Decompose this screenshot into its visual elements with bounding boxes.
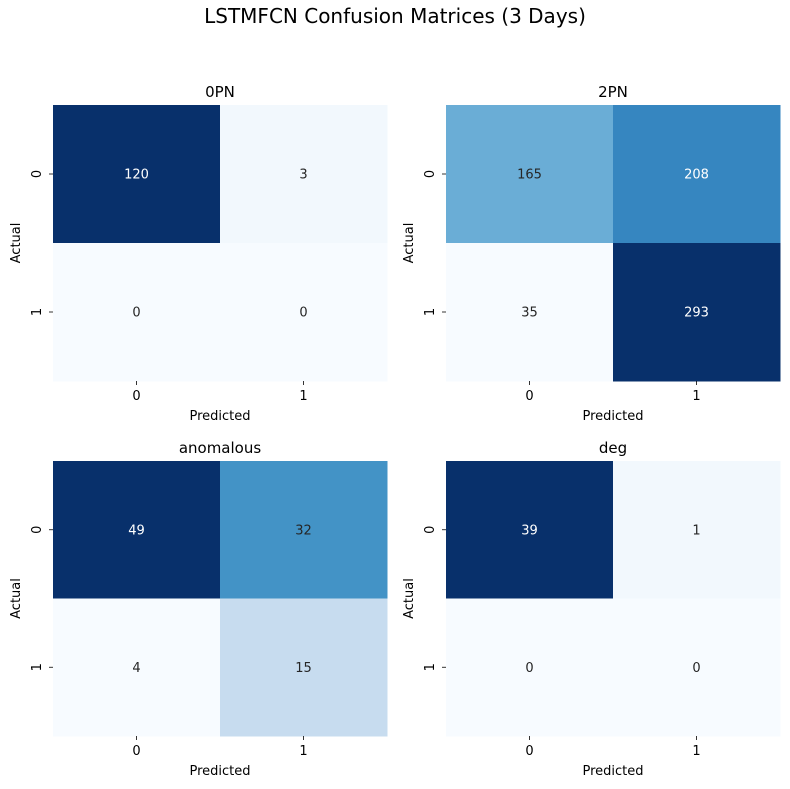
heatmap-cell bbox=[613, 243, 781, 382]
cell-value-label: 32 bbox=[295, 523, 312, 538]
cell-value-label: 15 bbox=[295, 661, 312, 676]
heatmap-cell bbox=[446, 105, 614, 244]
panel-title: 2PN bbox=[598, 83, 628, 101]
x-axis-label: Predicted bbox=[189, 764, 250, 779]
figure-title: LSTMFCN Confusion Matrices (3 Days) bbox=[204, 4, 586, 28]
y-tick-label: 1 bbox=[423, 663, 438, 671]
heatmap-cell bbox=[446, 243, 614, 382]
y-tick-label: 1 bbox=[423, 308, 438, 316]
y-tick-label: 0 bbox=[423, 526, 438, 534]
x-tick-label: 1 bbox=[299, 389, 307, 404]
cell-value-label: 0 bbox=[692, 661, 700, 676]
heatmap-cell bbox=[446, 598, 614, 737]
y-tick-label: 0 bbox=[30, 526, 45, 534]
y-tick-label: 1 bbox=[30, 308, 45, 316]
cell-value-label: 208 bbox=[684, 168, 709, 183]
x-tick-label: 0 bbox=[525, 389, 533, 404]
y-tick-label: 0 bbox=[423, 170, 438, 178]
x-tick-label: 0 bbox=[525, 744, 533, 759]
y-tick-label: 1 bbox=[30, 663, 45, 671]
heatmap-cell bbox=[53, 598, 221, 737]
cell-value-label: 0 bbox=[299, 306, 307, 321]
cell-value-label: 293 bbox=[684, 306, 709, 321]
heatmap-cell bbox=[53, 461, 221, 599]
heatmap-cell bbox=[53, 105, 221, 244]
heatmap-cell bbox=[613, 105, 781, 244]
x-tick-label: 1 bbox=[299, 744, 307, 759]
cell-value-label: 1 bbox=[692, 523, 700, 538]
x-tick-label: 1 bbox=[692, 744, 700, 759]
x-tick-label: 0 bbox=[132, 389, 140, 404]
heatmap-cell bbox=[220, 598, 388, 737]
heatmap-cell bbox=[446, 461, 614, 599]
heatmap-panel: 39 1 0 0 deg 0 1 0 1 Predicted Actual bbox=[402, 439, 781, 779]
cell-value-label: 0 bbox=[525, 661, 533, 676]
heatmap-cell bbox=[220, 243, 388, 382]
x-axis-label: Predicted bbox=[582, 764, 643, 779]
y-axis-label: Actual bbox=[9, 223, 24, 264]
heatmap-cell bbox=[613, 461, 781, 599]
cell-value-label: 35 bbox=[521, 306, 538, 321]
cell-value-label: 49 bbox=[128, 523, 145, 538]
heatmap-cell bbox=[220, 105, 388, 244]
heatmap-panel: 165 208 35 293 2PN 0 1 0 1 Predicted Actual bbox=[402, 83, 781, 424]
x-axis-label: Predicted bbox=[189, 409, 250, 424]
heatmap-cell bbox=[613, 598, 781, 737]
cell-value-label: 165 bbox=[517, 168, 542, 183]
y-axis-label: Actual bbox=[402, 578, 417, 619]
cell-value-label: 4 bbox=[132, 661, 140, 676]
cell-value-label: 120 bbox=[124, 168, 149, 183]
y-axis-label: Actual bbox=[9, 578, 24, 619]
panel-title: anomalous bbox=[179, 439, 262, 457]
x-tick-label: 0 bbox=[132, 744, 140, 759]
heatmap-cell bbox=[53, 243, 221, 382]
cell-value-label: 0 bbox=[132, 306, 140, 321]
heatmap-panel: 120 3 0 0 0PN 0 1 0 1 Predicted Actual bbox=[9, 83, 388, 424]
x-tick-label: 1 bbox=[692, 389, 700, 404]
y-tick-label: 0 bbox=[30, 170, 45, 178]
panel-title: 0PN bbox=[205, 83, 235, 101]
x-axis-label: Predicted bbox=[582, 409, 643, 424]
cell-value-label: 3 bbox=[299, 168, 307, 183]
cell-value-label: 39 bbox=[521, 523, 538, 538]
heatmap-cell bbox=[220, 461, 388, 599]
panel-title: deg bbox=[599, 439, 627, 457]
y-axis-label: Actual bbox=[402, 223, 417, 264]
heatmap-panel: 49 32 4 15 anomalous 0 1 0 1 Predicted Actual bbox=[9, 439, 388, 779]
